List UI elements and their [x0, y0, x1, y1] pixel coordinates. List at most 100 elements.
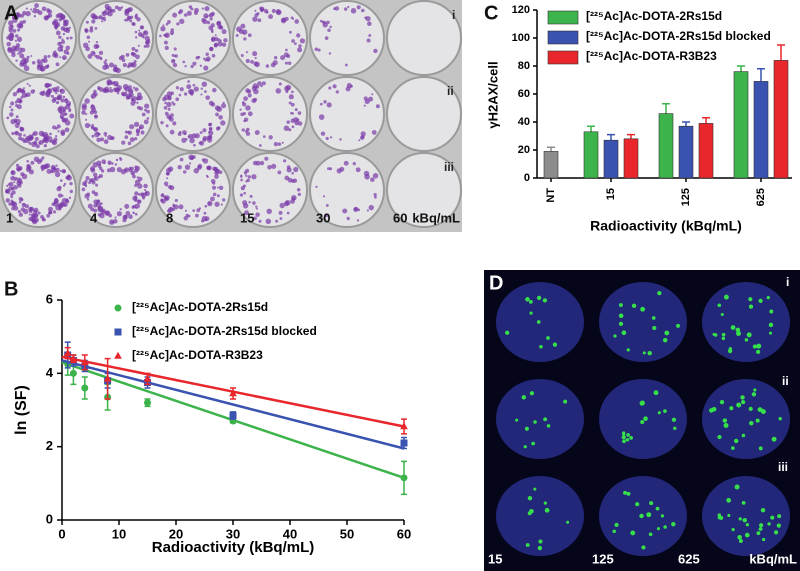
foci [525, 297, 530, 302]
colony [196, 208, 201, 213]
colony [201, 7, 204, 10]
colony [241, 101, 245, 104]
colony [286, 54, 291, 59]
foci [748, 297, 753, 302]
colony [143, 44, 147, 48]
colony [47, 54, 51, 58]
colony [93, 44, 99, 50]
colony [96, 137, 101, 143]
colony [127, 130, 130, 134]
colony [51, 202, 55, 206]
foci [656, 527, 661, 531]
colony [167, 20, 171, 24]
colony [103, 60, 107, 64]
colony [121, 93, 125, 96]
foci [671, 522, 676, 527]
colony [46, 83, 49, 86]
colony [85, 20, 89, 24]
colony [137, 193, 141, 196]
colony [28, 141, 32, 145]
column-label: 4 [90, 210, 98, 225]
foci [657, 290, 662, 296]
point [81, 384, 89, 392]
colony [90, 50, 96, 56]
colony [122, 83, 129, 90]
colony [132, 174, 136, 179]
colony [202, 137, 207, 142]
colony [14, 130, 20, 136]
colony [145, 44, 150, 48]
foci [523, 445, 527, 449]
foci [752, 344, 757, 349]
colony [243, 170, 248, 175]
colony [252, 83, 258, 89]
colony [192, 209, 195, 212]
colony [90, 104, 95, 108]
colony [100, 202, 103, 205]
foci [543, 501, 547, 505]
colony [13, 205, 19, 211]
foci [614, 522, 619, 527]
colony [134, 48, 139, 53]
colony [298, 44, 302, 48]
colony [256, 12, 260, 16]
column-label: 8 [166, 210, 173, 225]
colony [10, 195, 14, 199]
colony [373, 192, 377, 197]
colony [206, 135, 212, 141]
colony [132, 211, 135, 215]
colony [42, 137, 48, 143]
colony [371, 130, 377, 135]
foci [623, 490, 627, 495]
error-bar [737, 65, 745, 72]
colony [271, 163, 277, 169]
colony [284, 16, 289, 21]
colony [40, 65, 46, 72]
colony [284, 85, 290, 92]
colony [11, 52, 16, 58]
colony [166, 114, 171, 119]
colony [184, 164, 191, 170]
colony [177, 132, 182, 136]
plate-photo [0, 0, 462, 232]
colony [249, 194, 253, 198]
colony [40, 215, 44, 219]
colony [271, 8, 276, 14]
foci [640, 306, 646, 312]
bar [603, 139, 619, 179]
foci [663, 525, 667, 529]
foci [766, 295, 770, 300]
colony [16, 28, 21, 32]
colony [111, 136, 115, 140]
foci [734, 484, 740, 490]
colony [190, 7, 194, 11]
colony [297, 192, 301, 196]
bar [543, 151, 559, 179]
colony [247, 111, 253, 117]
colony [129, 19, 133, 23]
colony [125, 8, 130, 13]
colony [334, 6, 340, 11]
foci [711, 406, 717, 412]
colony [181, 137, 187, 143]
colony [43, 55, 48, 59]
colony [66, 198, 69, 201]
colony [242, 200, 248, 206]
colony [247, 175, 251, 179]
point [400, 439, 408, 447]
colony [94, 114, 98, 118]
colony [114, 163, 118, 166]
colony [245, 174, 248, 177]
colony [255, 205, 258, 208]
foci [748, 304, 754, 309]
colony [373, 195, 377, 199]
colony [86, 198, 90, 201]
colony [210, 196, 215, 202]
foci [531, 441, 535, 446]
colony [68, 26, 71, 29]
colony [322, 195, 326, 198]
colony [28, 213, 31, 216]
colony [57, 41, 62, 46]
colony [314, 47, 319, 52]
